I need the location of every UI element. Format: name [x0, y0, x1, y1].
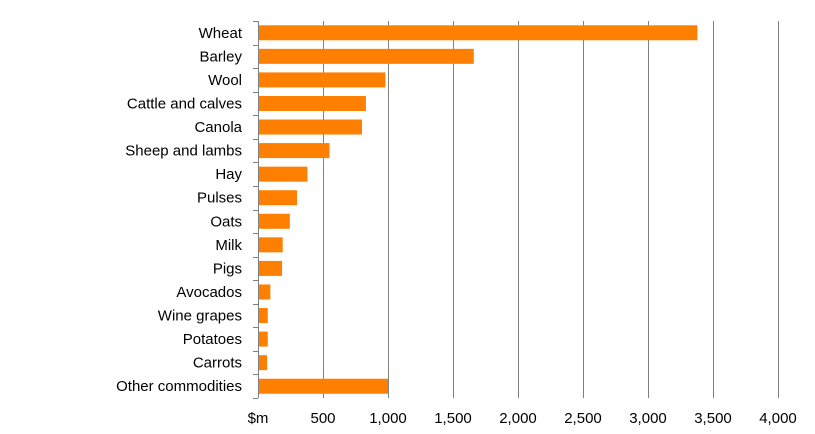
axes	[253, 21, 259, 399]
x-tick-label: 500	[310, 410, 335, 427]
bar	[258, 143, 330, 159]
category-label: Oats	[210, 213, 242, 230]
bar	[258, 213, 290, 229]
category-labels: Wheat Barley Wool Cattle and calves Canola Sh…	[116, 25, 243, 395]
category-label: Wool	[208, 72, 242, 89]
bar	[258, 378, 388, 394]
bar	[258, 166, 308, 182]
category-label: Carrots	[193, 355, 242, 372]
category-label: Other commodities	[116, 378, 242, 395]
bar	[258, 25, 698, 41]
bar	[258, 237, 283, 253]
bars	[258, 25, 698, 394]
bar	[258, 331, 268, 347]
bar	[258, 355, 268, 371]
tick-labels: $m 500 1,000 1,500 2,000 2,500 3,000 3,500 4,000	[248, 410, 797, 427]
category-label: Wheat	[199, 25, 243, 42]
x-tick-label: 2,000	[499, 410, 537, 427]
category-label: Potatoes	[183, 331, 242, 348]
x-tick-label: 4,000	[759, 410, 797, 427]
bar	[258, 95, 366, 111]
category-label: Milk	[215, 237, 242, 254]
x-tick-label: 1,500	[434, 410, 472, 427]
bar	[258, 72, 386, 88]
category-label: Pulses	[197, 190, 242, 207]
category-label: Cattle and calves	[127, 95, 242, 112]
bar	[258, 190, 297, 206]
bar	[258, 284, 271, 300]
category-label: Barley	[199, 48, 242, 65]
gridlines	[323, 21, 779, 398]
bar	[258, 48, 474, 64]
category-label: Wine grapes	[158, 308, 242, 325]
category-label: Pigs	[213, 260, 242, 277]
x-tick-label: $m	[248, 410, 269, 427]
x-tick-label: 3,000	[629, 410, 667, 427]
bar	[258, 308, 268, 324]
x-tick-label: 2,500	[564, 410, 602, 427]
x-tick-label: 1,000	[369, 410, 407, 427]
bar	[258, 119, 362, 135]
category-label: Hay	[215, 166, 242, 183]
category-label: Sheep and lambs	[125, 143, 242, 160]
bar	[258, 260, 283, 276]
category-label: Canola	[194, 119, 242, 136]
category-label: Avocados	[176, 284, 242, 301]
x-tick-label: 3,500	[694, 410, 732, 427]
